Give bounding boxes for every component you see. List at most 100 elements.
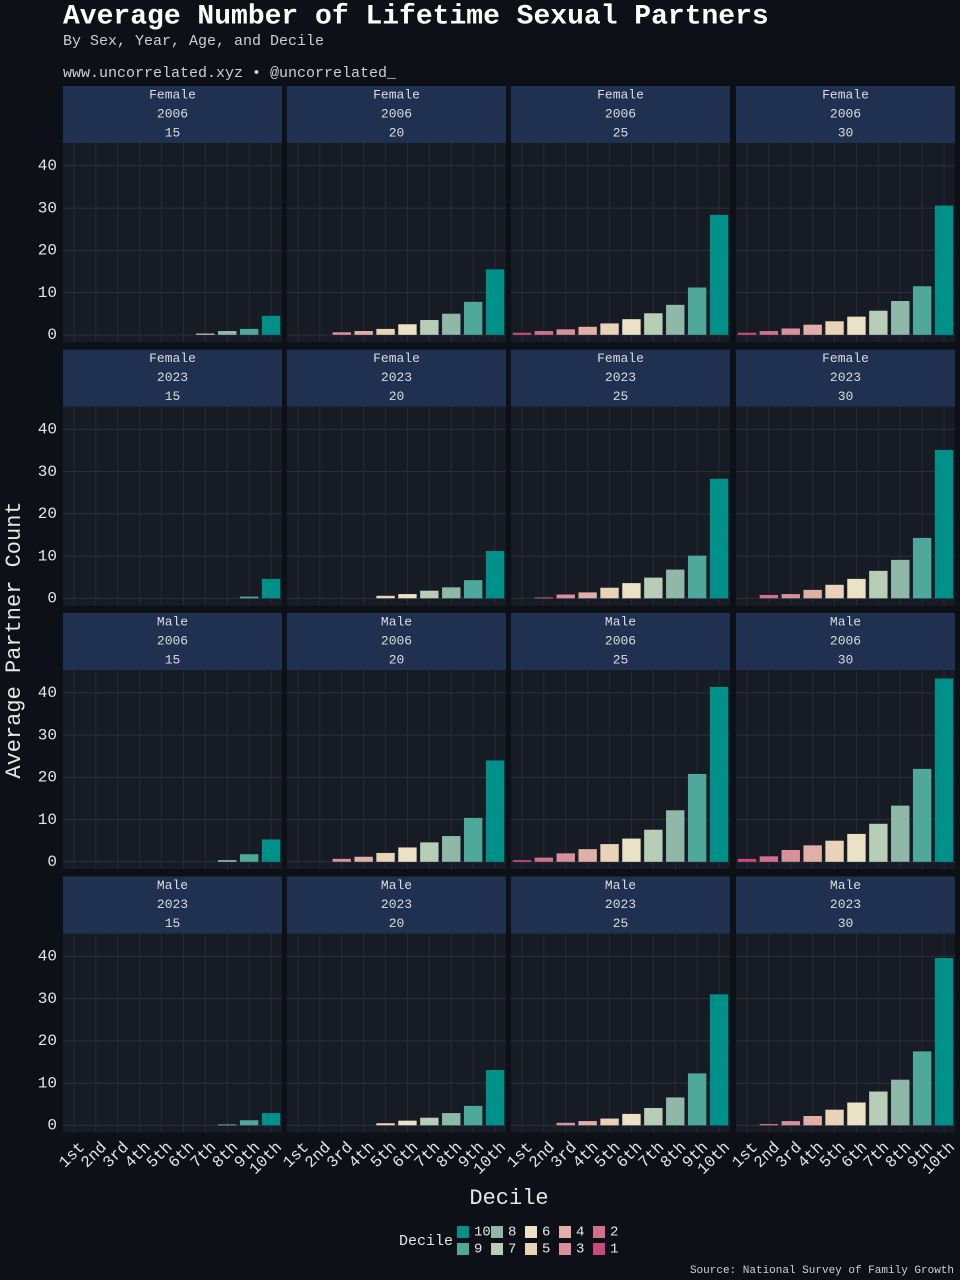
y-tick-label: 40 (38, 684, 57, 702)
facet-label: 2006 (157, 633, 188, 648)
facet-strip (736, 86, 955, 143)
bar (666, 1097, 685, 1126)
legend-swatch (491, 1243, 503, 1255)
facet-label: Female (373, 87, 420, 102)
bar (891, 805, 910, 862)
bar (891, 1079, 910, 1126)
bar (218, 860, 237, 862)
bar (847, 1102, 866, 1126)
bar (912, 768, 932, 862)
bar (239, 854, 259, 862)
bar (376, 1123, 395, 1126)
legend-label: 6 (542, 1225, 550, 1241)
y-tick-label: 20 (38, 242, 57, 260)
facet-strip (63, 613, 282, 670)
facet-label: 2023 (830, 370, 861, 385)
bar (687, 555, 707, 599)
facet-strip (287, 876, 506, 934)
facet-strip (63, 86, 282, 143)
bar (485, 1069, 505, 1126)
facet-strip (736, 613, 955, 670)
chart-subtitle: By Sex, Year, Age, and Decile (63, 33, 324, 50)
facet-label: Male (605, 614, 636, 629)
bar (442, 1113, 461, 1126)
facet-strip (287, 613, 506, 670)
legend-label: 1 (610, 1242, 618, 1258)
bar (644, 829, 663, 862)
facet-label: 20 (389, 125, 405, 140)
bar (398, 324, 417, 335)
facet-strip (736, 349, 955, 407)
bar (354, 856, 373, 862)
legend-swatch (593, 1226, 605, 1238)
panel (287, 933, 506, 1133)
facet-label: Female (149, 87, 196, 102)
bar (825, 1109, 844, 1126)
bar (687, 287, 707, 335)
y-tick-label: 0 (47, 1117, 57, 1135)
bar (644, 1107, 663, 1126)
facet-label: Female (822, 351, 869, 366)
bar (534, 597, 554, 599)
bar (442, 587, 461, 599)
bar (218, 331, 237, 335)
legend-swatch (525, 1243, 537, 1255)
y-tick-label: 10 (38, 811, 57, 829)
facet-label: Female (597, 87, 644, 102)
facet-label: 25 (613, 125, 629, 140)
facet-strip (511, 613, 730, 670)
bar (803, 1116, 822, 1126)
y-tick-label: 30 (38, 990, 57, 1008)
facet-label: 20 (389, 916, 405, 931)
panel (63, 143, 282, 342)
bar (463, 1105, 483, 1126)
bar (463, 301, 483, 335)
bar (891, 301, 910, 335)
facet-label: 2023 (381, 897, 412, 912)
facet-label: 2023 (381, 370, 412, 385)
bar (666, 810, 685, 862)
facet-label: Male (605, 878, 636, 893)
bar (622, 319, 641, 335)
y-tick-label: 30 (38, 463, 57, 481)
bar (261, 1113, 281, 1126)
bar (803, 589, 822, 599)
bar (556, 329, 575, 335)
facet-label: 2006 (605, 106, 636, 121)
bar (737, 858, 757, 862)
bar (239, 1120, 259, 1126)
facet-strip (511, 349, 730, 407)
legend-label: 9 (474, 1242, 482, 1258)
facet-label: 15 (165, 916, 181, 931)
bar (869, 823, 888, 862)
y-tick-label: 0 (47, 853, 57, 871)
facet-label: 2006 (830, 106, 861, 121)
facet-label: 15 (165, 125, 181, 140)
facet-label: Male (157, 878, 188, 893)
facet-label: 30 (838, 125, 854, 140)
bar (912, 286, 932, 335)
bar (485, 760, 505, 862)
legend-swatch (559, 1243, 571, 1255)
bar (376, 595, 395, 599)
legend-label: 10 (474, 1225, 491, 1241)
bar (534, 857, 554, 862)
bar (891, 559, 910, 599)
facet-strip (511, 86, 730, 143)
bar (687, 773, 707, 862)
facet-label: 30 (838, 652, 854, 667)
facet-label: 25 (613, 389, 629, 404)
facet-label: 30 (838, 916, 854, 931)
bar (420, 842, 439, 862)
facet-label: 2006 (381, 106, 412, 121)
facet-label: 20 (389, 389, 405, 404)
bar (485, 269, 505, 335)
bar (332, 858, 351, 862)
bar (420, 320, 439, 335)
legend-swatch (491, 1226, 503, 1238)
facet-strip (511, 876, 730, 934)
bar (847, 833, 866, 862)
facet-label: 2023 (605, 370, 636, 385)
legend-swatch (525, 1226, 537, 1238)
bar (578, 1121, 597, 1126)
